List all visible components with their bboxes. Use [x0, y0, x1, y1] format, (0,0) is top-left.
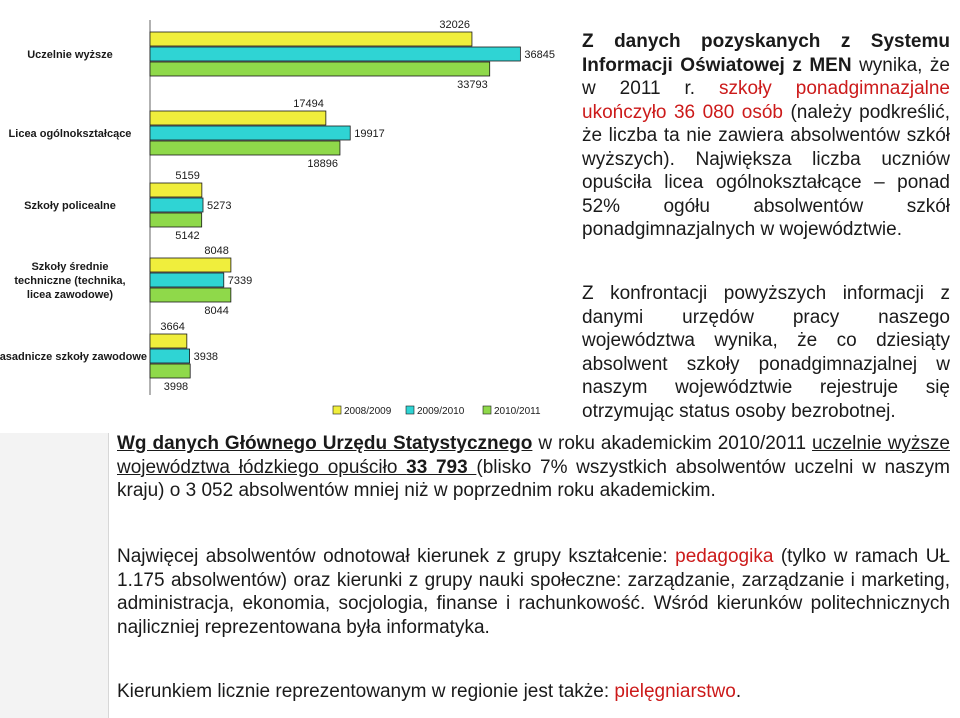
bar	[149, 257, 232, 273]
bar	[149, 348, 190, 364]
bar	[149, 140, 341, 156]
data-label: 8044	[204, 305, 228, 317]
bottom3-part1: Kierunkiem licznie reprezentowanym w reg…	[117, 681, 615, 702]
side1-normal: wynika, że w 2011 r.	[582, 54, 950, 100]
bar	[149, 61, 491, 77]
category-label: Szkoły średnie	[31, 261, 108, 273]
data-label: 5273	[207, 200, 231, 212]
bottom1-normal: w roku akademickim 2010/2011	[532, 433, 813, 454]
category-label: licea zawodowe)	[27, 289, 114, 301]
side1-red: szkoły ponadgimnazjalne ukończyło 36 080…	[582, 78, 950, 123]
legend-label: 2010/2011	[494, 406, 541, 417]
bar	[149, 31, 473, 47]
side1-bold: Z danych pozyskanych z Systemu Informacj…	[582, 31, 950, 76]
category-label: Licea ogólnokształcące	[9, 128, 132, 140]
legend-label: 2008/2009	[344, 406, 392, 417]
legend-swatch	[405, 405, 415, 415]
bottom1-bold-underline: Wg danych Głównego Urzędu Statystycznego	[117, 433, 533, 454]
side1-rest: (należy podkreślić, że liczba ta nie zaw…	[582, 101, 950, 241]
data-label: 17494	[293, 98, 324, 110]
bottom2-part1: Najwięcej absolwentów odnotował kierunek…	[117, 546, 676, 567]
data-label: 18896	[307, 158, 338, 170]
data-label: 19917	[354, 128, 385, 140]
data-label: 3998	[164, 381, 188, 393]
bottom-paragraph-1: Wg danych Głównego Urzędu Statystycznego…	[117, 432, 950, 503]
bottom2-red: pedagogika	[675, 546, 774, 567]
bottom1-underline: uczelnie wyższe województwa łódzkiego op…	[117, 433, 950, 478]
data-label: 3664	[160, 321, 184, 333]
bottom2-part2: (tylko w ramach UŁ 1.175 absolwentów) or…	[117, 546, 950, 638]
data-label: 8048	[204, 245, 228, 257]
bottom3-part2: .	[735, 681, 742, 702]
data-label: 32026	[439, 19, 470, 31]
category-label: Zasadnicze szkoły zawodowe	[0, 351, 147, 363]
bottom1-rest: (blisko 7% wszystkich absolwentów uczeln…	[117, 456, 950, 502]
data-label: 33793	[457, 79, 488, 91]
bar	[149, 46, 521, 62]
bar	[149, 287, 232, 303]
bar	[149, 197, 204, 213]
bottom-paragraph-2: Najwięcej absolwentów odnotował kierunek…	[117, 545, 950, 639]
bar	[149, 212, 203, 228]
data-label: 7339	[228, 275, 252, 287]
bottom1-underline-bold: 33 793	[406, 456, 477, 478]
category-label: Szkoły policealne	[24, 200, 116, 212]
category-label: Uczelnie wyższe	[27, 49, 113, 61]
left-decor-strip	[0, 433, 109, 718]
bar	[149, 272, 225, 288]
side-paragraph-1: Z danych pozyskanych z Systemu Informacj…	[582, 30, 950, 242]
category-label: techniczne (technika,	[14, 275, 125, 287]
bottom3-red: pielęgniarstwo	[614, 681, 736, 702]
bar	[149, 333, 188, 349]
bar	[149, 125, 351, 141]
data-label: 3938	[194, 351, 218, 363]
data-label: 36845	[524, 49, 555, 61]
side-paragraph-2: Z konfrontacji powyższych informacji z d…	[582, 283, 950, 422]
data-label: 5159	[175, 170, 199, 182]
legend-swatch	[482, 405, 492, 415]
legend-swatch	[332, 405, 342, 415]
bar	[149, 110, 327, 126]
bar	[149, 363, 191, 379]
graduates-bar-chart: Uczelnie wyższe 32026 36845 33793 Licea ogól…	[0, 19, 555, 417]
legend-label: 2009/2010	[417, 406, 465, 417]
data-label: 5142	[175, 230, 199, 242]
bottom-paragraph-3: Kierunkiem licznie reprezentowanym w reg…	[117, 680, 950, 704]
bar	[149, 182, 203, 198]
